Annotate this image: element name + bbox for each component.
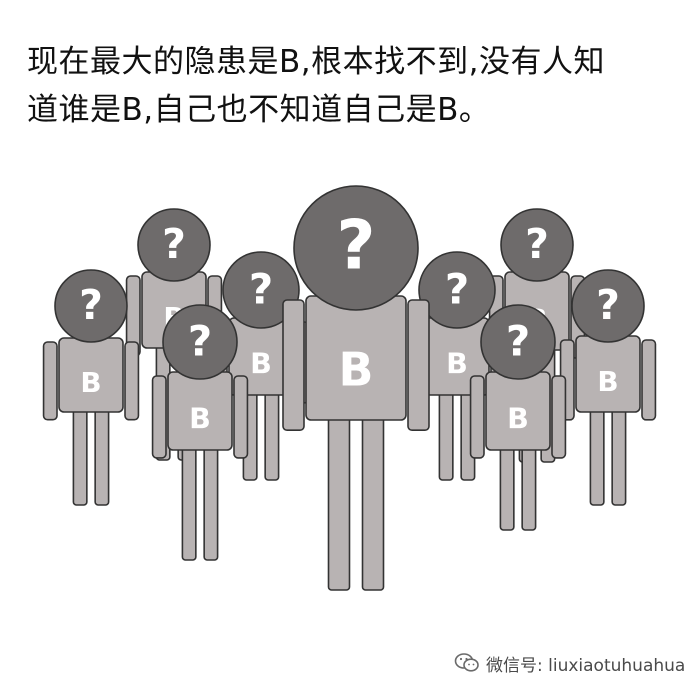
- leg: [327, 415, 351, 591]
- person-figure: B?: [469, 304, 567, 531]
- shirt-letter: B: [446, 347, 468, 381]
- person-figure: B?: [42, 269, 140, 506]
- question-mark-icon: ?: [249, 265, 273, 314]
- head: [418, 251, 496, 329]
- caption-line-1: 现在最大的隐患是B,根本找不到,没有人知: [27, 44, 605, 80]
- leg: [72, 407, 88, 506]
- head: [222, 251, 300, 329]
- question-mark-icon: ?: [79, 281, 103, 329]
- watermark: 微信号: liuxiaotuhuahua: [454, 650, 685, 676]
- head: [137, 208, 211, 282]
- arm: [233, 375, 249, 459]
- leg: [181, 445, 197, 561]
- leg: [94, 407, 110, 506]
- head: [162, 304, 238, 380]
- person-figure: B?: [282, 185, 430, 591]
- head: [571, 269, 645, 343]
- shirt-letter: B: [507, 401, 529, 435]
- wechat-icon: [454, 653, 479, 672]
- watermark-text: 微信号: liuxiaotuhuahua: [486, 655, 686, 676]
- arm: [151, 375, 167, 459]
- arm: [641, 339, 657, 421]
- head: [293, 185, 419, 311]
- arm: [469, 375, 485, 459]
- shirt-letter: B: [597, 365, 618, 398]
- arm: [551, 375, 567, 459]
- question-mark-icon: ?: [596, 281, 620, 329]
- shirt-letter: B: [189, 401, 211, 435]
- question-mark-icon: ?: [336, 206, 375, 285]
- leg: [438, 390, 454, 481]
- question-mark-icon: ?: [162, 220, 186, 268]
- leg: [499, 445, 515, 531]
- arm: [282, 299, 305, 431]
- leg: [203, 445, 219, 561]
- shirt-letter: B: [80, 366, 101, 399]
- shirt-letter: B: [339, 342, 374, 396]
- question-mark-icon: ?: [445, 265, 469, 314]
- leg: [611, 407, 627, 506]
- caption-line-2: 道谁是B,自己也不知道自己是B。: [27, 92, 491, 128]
- question-mark-icon: ?: [525, 220, 549, 268]
- arm: [407, 299, 430, 431]
- question-mark-icon: ?: [188, 317, 212, 366]
- person-figure: B?: [559, 269, 657, 506]
- question-mark-icon: ?: [506, 317, 530, 366]
- shirt-letter: B: [250, 347, 272, 381]
- leg: [361, 415, 385, 591]
- arm: [124, 341, 140, 421]
- caption-text: 现在最大的隐患是B,根本找不到,没有人知 道谁是B,自己也不知道自己是B。: [27, 38, 687, 134]
- leg: [521, 445, 537, 531]
- head: [500, 208, 574, 282]
- head: [54, 269, 128, 343]
- leg: [264, 390, 280, 481]
- head: [480, 304, 556, 380]
- person-figure: B?: [151, 304, 249, 561]
- arm: [42, 341, 58, 421]
- leg: [589, 407, 605, 506]
